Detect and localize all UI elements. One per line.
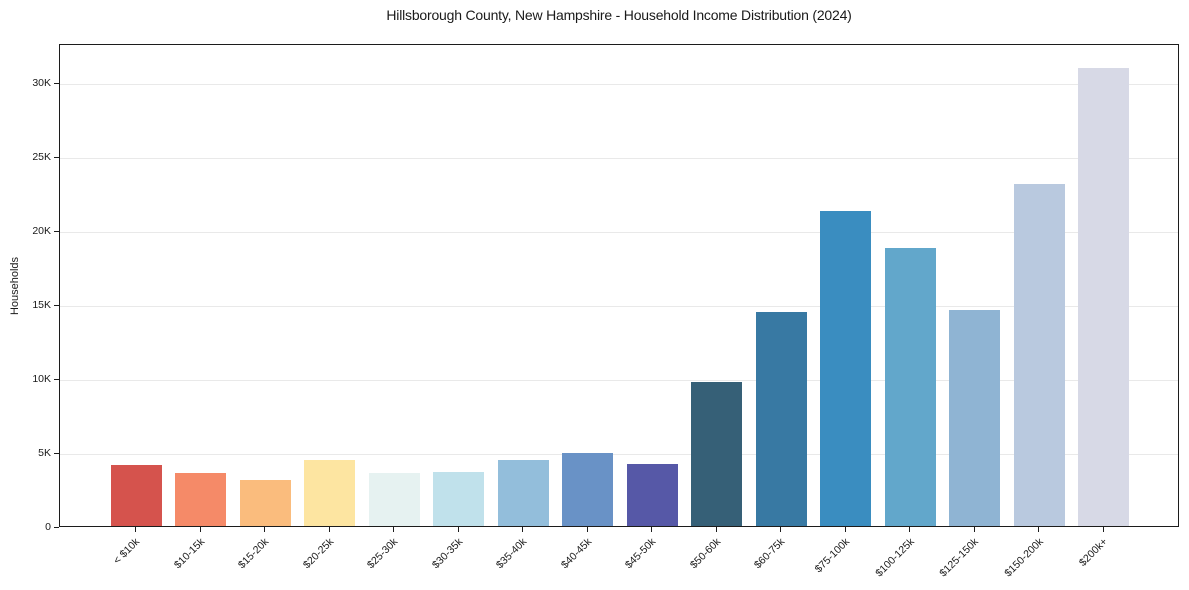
x-tick-mark [264,527,266,532]
gridline [60,83,1178,85]
y-tick-label: 25K [32,150,51,163]
bar-$60-75k [755,312,807,526]
bar-$15-20k [239,479,291,526]
bar-$50-60k [691,382,743,526]
y-tick-label: 5K [38,446,51,459]
bar-< $10k [110,465,162,526]
bar-$25-30k [368,472,420,526]
y-tick-label: 15K [32,298,51,311]
plot-area [59,44,1179,527]
x-tick-mark [522,527,524,532]
y-tick-label: 30K [32,76,51,89]
x-tick-mark [844,527,846,532]
y-tick-mark [54,452,59,454]
y-tick-label: 10K [32,372,51,385]
bar-$45-50k [626,464,678,526]
x-tick-mark [586,527,588,532]
x-tick-mark [199,527,201,532]
y-tick-mark [54,82,59,84]
x-tick-mark [457,527,459,532]
x-tick-mark [973,527,975,532]
x-tick-mark [651,527,653,532]
x-tick-mark [909,527,911,532]
bar-$125-150k [949,309,1001,526]
y-tick-mark [54,304,59,306]
chart-title: Hillsborough County, New Hampshire - Hou… [386,7,852,23]
bar-$200k+ [1078,68,1130,526]
bar-$150-200k [1013,183,1065,526]
y-tick-mark [54,527,59,528]
bar-$100-125k [884,247,936,526]
x-tick-mark [1102,527,1104,532]
bar-$40-45k [562,452,614,526]
bar-$30-35k [433,471,485,526]
gridline [60,379,1178,381]
y-tick-mark [54,230,59,232]
bar-$10-15k [175,472,227,526]
x-tick-mark [328,527,330,532]
bar-$20-25k [304,460,356,526]
bar-$35-40k [497,459,549,526]
y-tick-label: 20K [32,224,51,237]
x-tick-mark [135,527,137,532]
x-tick-mark [715,527,717,532]
x-tick-mark [780,527,782,532]
gridline [60,231,1178,233]
x-tick-mark [393,527,395,532]
x-tick-mark [1038,527,1040,532]
y-tick-mark [54,156,59,158]
y-tick-label: 0 [45,521,51,533]
bar-$75-100k [820,210,872,526]
gridline [60,305,1178,307]
y-tick-mark [54,378,59,380]
gridline [60,157,1178,159]
gridline [60,453,1178,455]
